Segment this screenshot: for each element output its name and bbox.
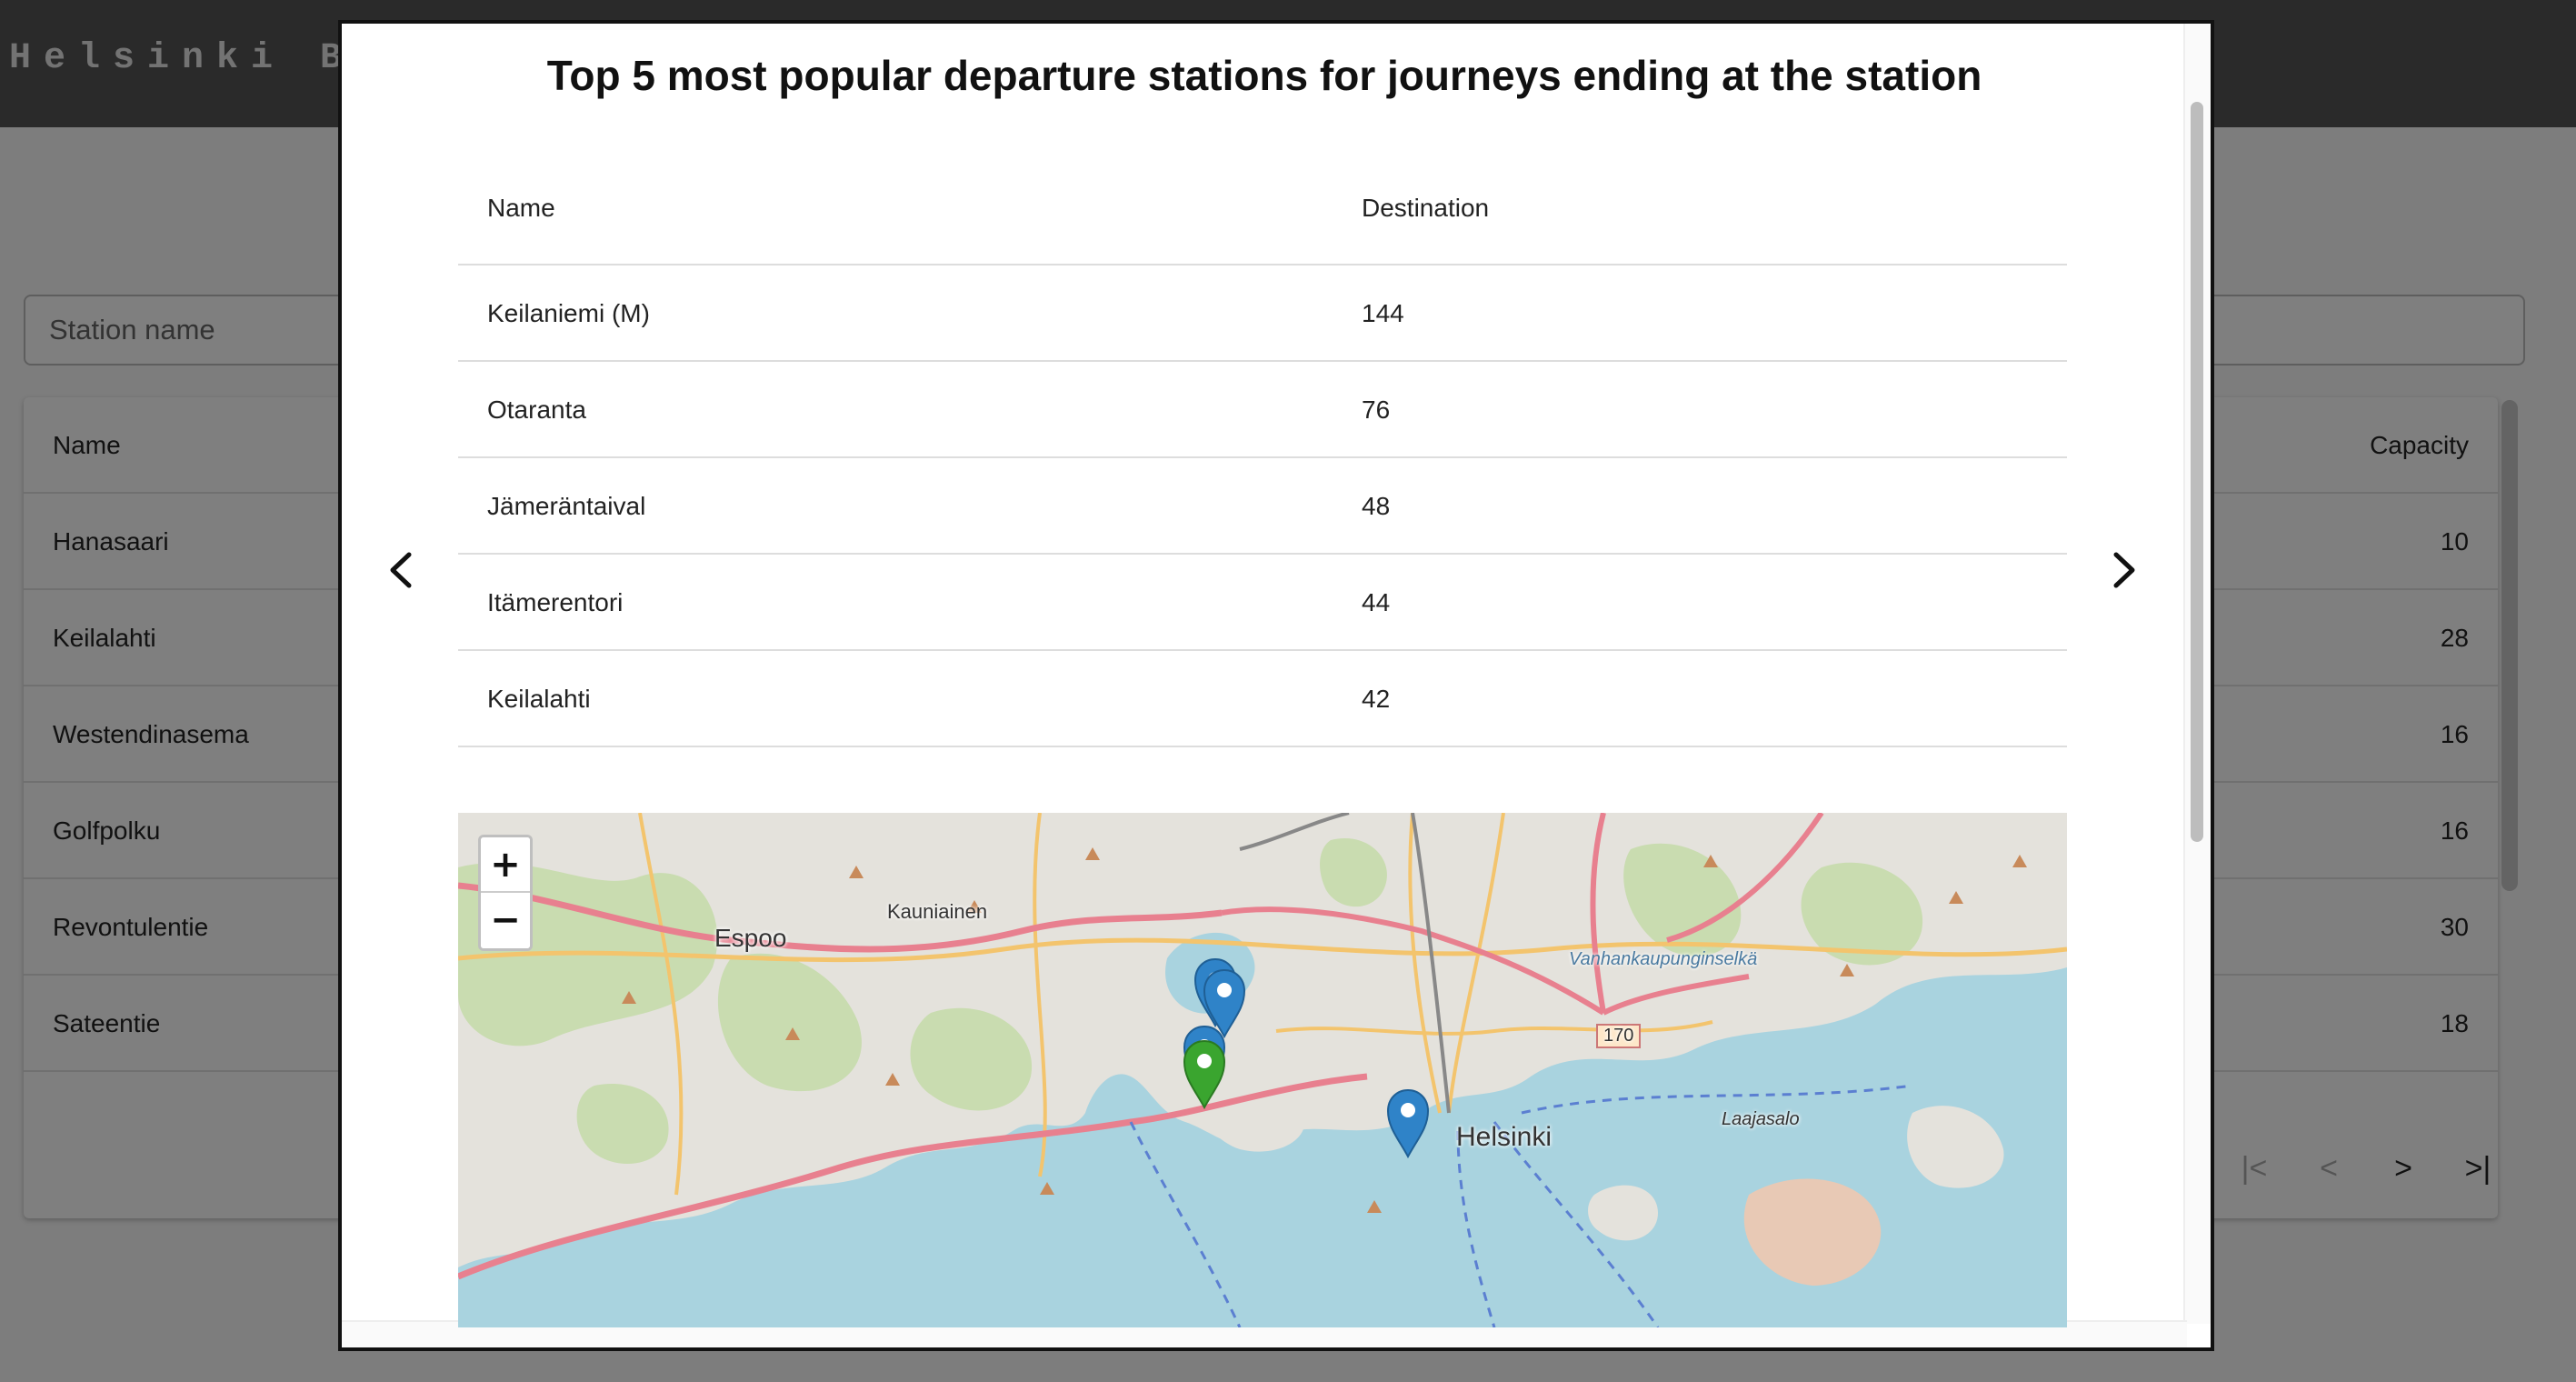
map-label-helsinki: Helsinki [1456, 1122, 1553, 1152]
header-name: Name [487, 194, 555, 222]
cell-destination: 76 [1362, 396, 1391, 424]
blue-marker[interactable] [1202, 967, 1247, 1038]
map-label-espoo: Espoo [714, 924, 787, 952]
header-destination: Destination [1362, 194, 1490, 222]
map-label-laajasalo: Laajasalo [1722, 1109, 1800, 1129]
table-row: Keilalahti 42 [458, 651, 2067, 747]
map-label-vanhankaupunginselka: Vanhankaupunginselkä [1569, 949, 1758, 969]
blue-marker[interactable] [1385, 1087, 1431, 1158]
cell-destination: 48 [1362, 492, 1391, 520]
previous-view-button[interactable] [369, 538, 433, 602]
map-tiles [458, 813, 2067, 1327]
chevron-left-icon [390, 552, 412, 588]
cell-name: Keilaniemi (M) [487, 299, 650, 327]
zoom-out-button[interactable]: − [481, 893, 530, 948]
table-row: Otaranta 76 [458, 362, 2067, 458]
cell-destination: 42 [1362, 685, 1391, 713]
cell-destination: 44 [1362, 588, 1391, 616]
road-170-shield: 170 [1596, 1024, 1642, 1048]
table-row: Keilaniemi (M) 144 [458, 265, 2067, 362]
green-marker[interactable] [1182, 1038, 1227, 1109]
map-label-kauniainen: Kauniainen [887, 900, 988, 923]
table-row: Itämerentori 44 [458, 555, 2067, 651]
zoom-in-button[interactable]: + [481, 837, 530, 893]
next-view-button[interactable] [2092, 538, 2156, 602]
top-departures-table: Name Destination Keilaniemi (M) 144 Otar… [458, 149, 2067, 747]
table-row: Jämeräntaival 48 [458, 458, 2067, 555]
cell-name: Keilalahti [487, 685, 591, 713]
cell-name: Itämerentori [487, 588, 624, 616]
station-modal: Top 5 most popular departure stations fo… [338, 20, 2214, 1351]
station-map[interactable]: Espoo Kauniainen Helsinki Laajasalo Vanh… [458, 813, 2067, 1327]
cell-destination: 144 [1362, 299, 1404, 327]
modal-title: Top 5 most popular departure stations fo… [546, 52, 1982, 99]
cell-name: Otaranta [487, 396, 586, 424]
modal-scrollbar-thumb[interactable] [2191, 102, 2203, 842]
cell-name: Jämeräntaival [487, 492, 646, 520]
map-zoom-control: + − [478, 835, 533, 951]
top-table-header: Name Destination [458, 149, 2067, 265]
chevron-right-icon [2113, 552, 2135, 588]
